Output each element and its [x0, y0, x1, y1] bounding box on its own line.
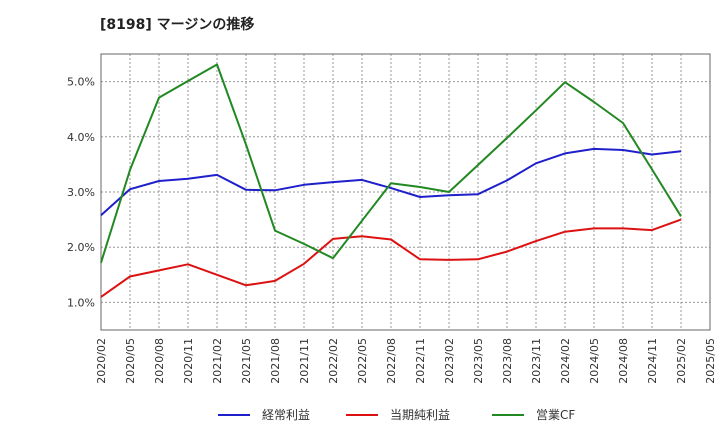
series-line-2: [100, 218, 682, 298]
legend-label: 営業CF: [536, 408, 575, 422]
x-tick-label: 2023/02: [443, 338, 456, 384]
series-line-1: [100, 147, 682, 216]
x-tick-label: 2021/11: [298, 338, 311, 384]
x-axis-ticks: 2020/02 2020/05 2020/08 2020/11 2021/02 2021/…: [95, 338, 717, 384]
plot-frame: [100, 53, 711, 331]
y-tick-label: 1.0%: [67, 296, 95, 309]
x-tick-label: 2024/08: [617, 338, 630, 384]
x-tick-label: 2024/02: [559, 338, 572, 384]
x-tick-label: 2022/11: [414, 338, 427, 384]
x-tick-label: 2023/11: [530, 338, 543, 384]
y-tick-label: 4.0%: [67, 131, 95, 144]
legend-label: 当期純利益: [390, 408, 450, 422]
x-tick-label: 2020/11: [182, 338, 195, 384]
y-axis-ticks: 1.0% 2.0% 3.0% 4.0% 5.0%: [67, 76, 95, 310]
x-tick-label: 2022/08: [385, 338, 398, 384]
x-tick-label: 2024/11: [646, 338, 659, 384]
x-tick-label: 2025/05: [704, 338, 717, 384]
x-tick-label: 2021/08: [269, 338, 282, 384]
x-tick-label: 2020/05: [124, 338, 137, 384]
series-lines: [100, 63, 682, 298]
x-tick-label: 2022/02: [327, 338, 340, 384]
x-tick-label: 2021/05: [240, 338, 253, 384]
chart-title: [8198] マージンの推移: [100, 17, 255, 33]
y-tick-label: 2.0%: [67, 241, 95, 254]
legend-label: 経常利益: [262, 408, 310, 422]
x-tick-label: 2021/02: [211, 338, 224, 384]
x-tick-label: 2023/05: [472, 338, 485, 384]
x-tick-label: 2024/05: [588, 338, 601, 384]
x-tick-label: 2022/05: [356, 338, 369, 384]
x-tick-label: 2025/02: [675, 338, 688, 384]
y-tick-label: 3.0%: [67, 186, 95, 199]
x-tick-label: 2020/02: [95, 338, 108, 384]
x-tick-label: 2023/08: [501, 338, 514, 384]
x-tick-label: 2020/08: [153, 338, 166, 384]
series-line-3: [100, 63, 682, 263]
y-tick-label: 5.0%: [67, 76, 95, 89]
legend: 経常利益 当期純利益 営業CF: [218, 408, 575, 422]
grid-lines: [101, 54, 710, 330]
